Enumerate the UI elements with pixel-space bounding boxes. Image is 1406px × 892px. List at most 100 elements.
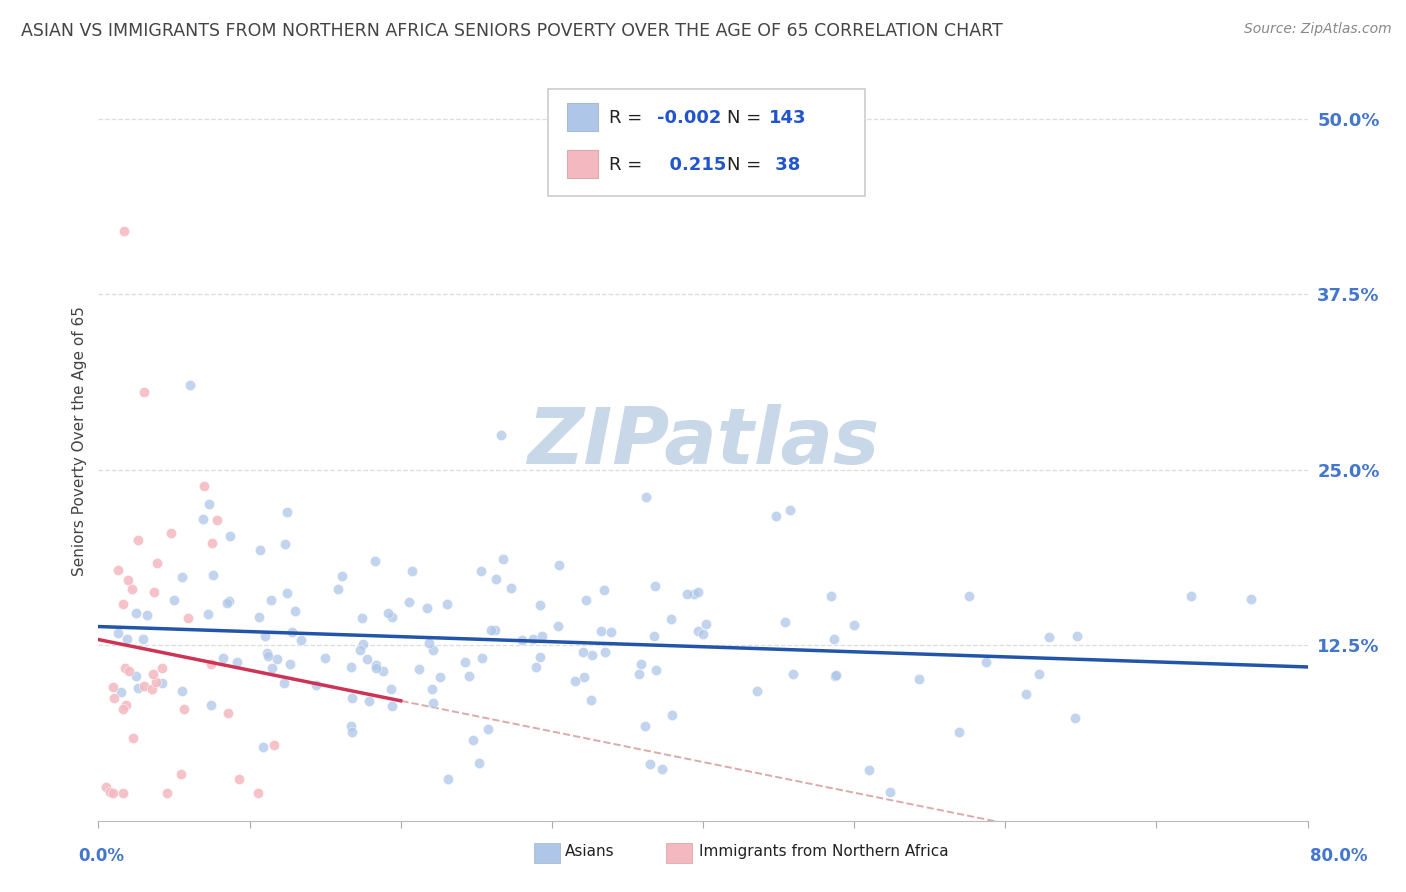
Point	[492, 551, 515, 566]
Point	[630, 657, 652, 671]
Point	[858, 763, 880, 777]
Point	[579, 693, 602, 707]
Point	[820, 589, 842, 603]
Point	[745, 683, 768, 698]
Point	[225, 655, 247, 669]
Point	[364, 553, 387, 567]
Point	[117, 664, 139, 678]
Point	[352, 610, 374, 624]
Point	[173, 701, 195, 715]
Point	[150, 660, 173, 674]
Text: ASIAN VS IMMIGRANTS FROM NORTHERN AFRICA SENIORS POVERTY OVER THE AGE OF 65 CORR: ASIAN VS IMMIGRANTS FROM NORTHERN AFRICA…	[21, 22, 1002, 40]
Point	[429, 670, 451, 684]
Point	[125, 669, 148, 683]
Point	[842, 618, 865, 632]
Point	[824, 669, 846, 683]
Point	[458, 669, 481, 683]
Text: R =: R =	[609, 156, 648, 174]
Point	[257, 648, 280, 663]
Point	[692, 627, 714, 641]
Point	[416, 601, 439, 615]
Point	[1015, 687, 1038, 701]
Point	[172, 684, 194, 698]
Point	[529, 598, 551, 612]
Point	[688, 624, 710, 638]
Point	[284, 604, 307, 618]
Point	[957, 589, 980, 603]
Point	[644, 579, 666, 593]
Point	[454, 655, 477, 669]
Point	[256, 646, 278, 660]
Point	[564, 674, 586, 689]
Point	[479, 623, 502, 637]
Point	[524, 659, 547, 673]
Text: ZIPatlas: ZIPatlas	[527, 403, 879, 480]
Point	[276, 505, 298, 519]
Point	[634, 718, 657, 732]
Point	[280, 625, 302, 640]
Point	[468, 756, 491, 770]
Text: Asians: Asians	[565, 845, 614, 859]
Text: Source: ZipAtlas.com: Source: ZipAtlas.com	[1244, 22, 1392, 37]
Point	[359, 694, 381, 708]
Point	[352, 637, 374, 651]
Point	[773, 615, 796, 629]
Point	[581, 648, 603, 663]
Point	[207, 513, 229, 527]
Point	[201, 568, 224, 582]
Point	[330, 569, 353, 583]
Point	[364, 661, 387, 675]
Point	[683, 587, 706, 601]
Point	[112, 224, 135, 238]
Point	[477, 723, 499, 737]
Text: -0.002: -0.002	[657, 109, 721, 127]
Point	[163, 593, 186, 607]
Point	[150, 676, 173, 690]
Point	[112, 597, 135, 611]
Point	[825, 668, 848, 682]
Point	[628, 667, 651, 681]
Point	[278, 657, 301, 671]
Point	[484, 624, 506, 638]
Point	[135, 608, 157, 623]
Point	[134, 679, 156, 693]
Point	[262, 661, 284, 675]
Point	[141, 682, 163, 697]
Point	[879, 785, 901, 799]
Point	[522, 632, 544, 647]
Text: N =: N =	[727, 109, 766, 127]
Point	[273, 676, 295, 690]
Point	[418, 635, 440, 649]
Point	[96, 780, 118, 795]
Point	[463, 732, 485, 747]
Point	[377, 607, 399, 621]
Point	[471, 651, 494, 665]
Point	[114, 698, 136, 712]
Point	[422, 642, 444, 657]
Point	[326, 582, 349, 596]
Point	[638, 757, 661, 772]
Point	[1066, 629, 1088, 643]
Point	[1038, 630, 1060, 644]
Point	[686, 584, 709, 599]
Point	[489, 427, 512, 442]
Point	[197, 497, 219, 511]
Point	[107, 625, 129, 640]
Point	[470, 564, 492, 578]
Point	[127, 533, 149, 547]
Text: N =: N =	[727, 156, 766, 174]
Point	[485, 572, 508, 586]
Point	[107, 563, 129, 577]
Text: 80.0%: 80.0%	[1310, 847, 1367, 865]
Point	[593, 645, 616, 659]
Point	[1240, 591, 1263, 606]
Point	[408, 663, 430, 677]
Point	[170, 767, 193, 781]
Point	[974, 656, 997, 670]
Point	[249, 542, 271, 557]
Point	[948, 725, 970, 739]
Point	[110, 684, 132, 698]
Point	[121, 731, 143, 746]
Point	[572, 670, 595, 684]
Point	[339, 659, 361, 673]
